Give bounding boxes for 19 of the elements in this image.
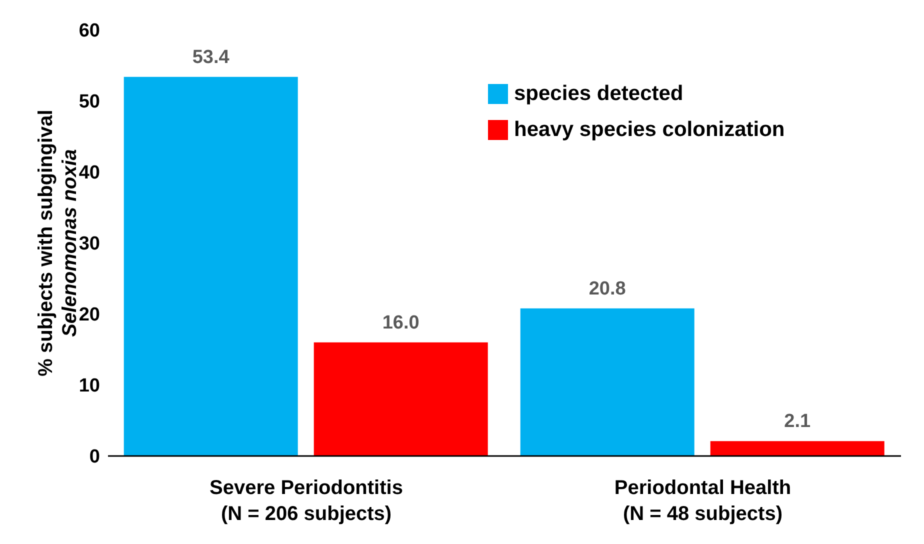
x-tick-label: Periodontal Health (N = 48 subjects)	[614, 477, 792, 525]
y-tick-label: 50	[78, 92, 100, 113]
y-tick-label: 60	[78, 20, 100, 42]
data-label: 20.8	[588, 278, 626, 300]
data-label: 53.4	[192, 46, 230, 68]
x-tick-label: Severe Periodontitis (N = 206 subjects)	[210, 477, 403, 525]
data-label: 16.0	[382, 312, 420, 334]
legend-label: species detected	[514, 82, 684, 106]
legend-label: heavy species colonization	[514, 118, 785, 142]
bar	[124, 76, 298, 456]
bar	[520, 308, 694, 456]
y-tick-label: 30	[78, 234, 100, 255]
bar	[314, 342, 488, 456]
data-label: 2.1	[784, 411, 811, 432]
y-tick-label: 10	[78, 376, 100, 397]
y-tick-label: 20	[78, 304, 100, 326]
y-tick-label: 0	[89, 446, 100, 468]
y-tick-label: 40	[78, 162, 100, 184]
bar	[710, 441, 884, 456]
